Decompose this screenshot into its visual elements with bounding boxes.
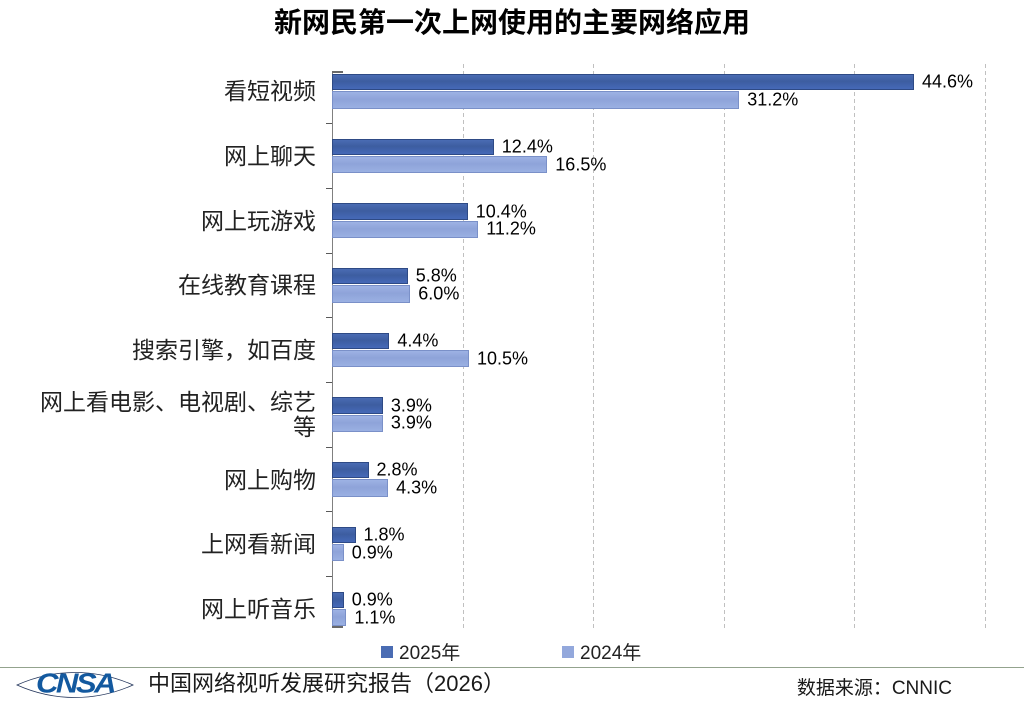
svg-text:CNSA: CNSA: [36, 670, 115, 699]
